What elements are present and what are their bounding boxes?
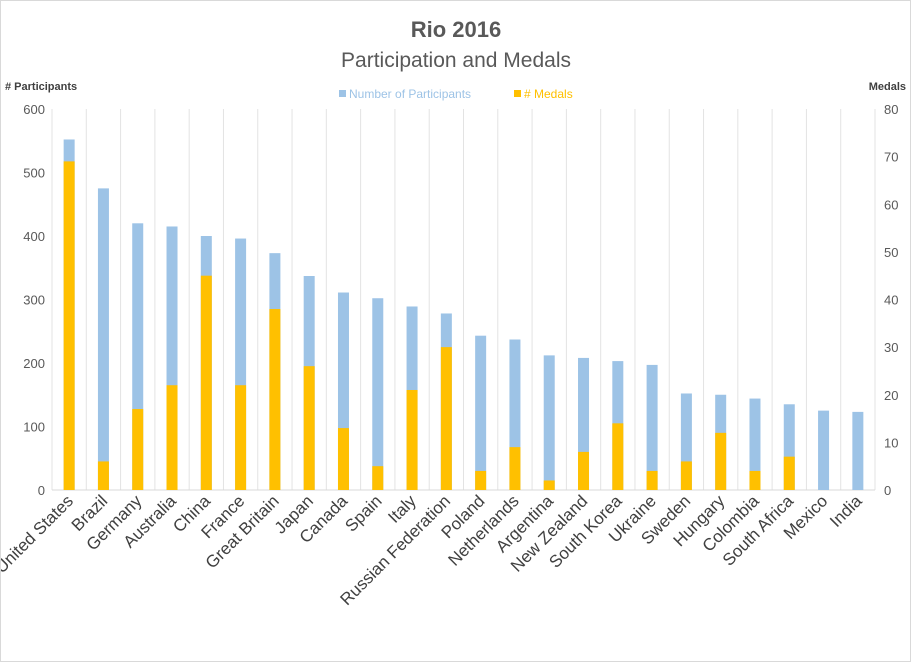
bar-medals — [303, 366, 315, 490]
right-tick-label: 80 — [884, 102, 898, 117]
bar-medals — [509, 447, 521, 490]
right-tick-label: 20 — [884, 388, 898, 403]
bar-participants — [166, 226, 178, 490]
bar-medals — [372, 466, 384, 490]
bar-participants — [578, 357, 590, 490]
bar-medals — [337, 428, 349, 490]
bar-participants — [337, 292, 349, 490]
left-tick-label: 500 — [23, 166, 45, 181]
category-label: Spain — [341, 491, 385, 535]
left-tick-label: 400 — [23, 229, 45, 244]
left-axis-title: # Participants — [5, 81, 77, 93]
bar-medals — [200, 275, 212, 490]
bar-medals — [783, 456, 795, 490]
left-tick-label: 0 — [38, 483, 45, 498]
bar-medals — [475, 470, 487, 490]
bar-participants — [543, 355, 555, 490]
bar-medals — [680, 461, 692, 490]
chart-title: Rio 2016 — [411, 17, 502, 42]
bar-medals — [440, 347, 452, 490]
legend-swatch-medals — [514, 90, 521, 97]
left-axis-ticks: 0 100 200 300 400 500 600 — [23, 102, 45, 498]
bar-medals — [406, 389, 418, 490]
left-tick-label: 100 — [23, 420, 45, 435]
right-tick-label: 30 — [884, 340, 898, 355]
category-label: India — [826, 491, 866, 531]
bar-medals — [578, 451, 590, 490]
bar-participants — [475, 335, 487, 490]
left-tick-label: 600 — [23, 102, 45, 117]
bar-medals — [543, 480, 555, 490]
gridlines — [51, 109, 876, 491]
bar-medals — [132, 409, 144, 490]
bar-participants — [749, 398, 761, 490]
legend-swatch-participants — [339, 90, 346, 97]
bar-participants — [97, 188, 109, 490]
right-axis-ticks: 0 10 20 30 40 50 60 70 80 — [884, 102, 898, 498]
bar-medals — [715, 432, 727, 490]
category-label: United States — [1, 491, 77, 577]
right-tick-label: 0 — [884, 483, 891, 498]
bar-participants — [132, 223, 144, 491]
bar-participants — [372, 298, 384, 490]
legend-label-participants: Number of Participants — [349, 87, 471, 101]
bar-medals — [166, 385, 178, 490]
bar-medals — [269, 309, 281, 490]
right-tick-label: 50 — [884, 245, 898, 260]
bar-medals — [646, 470, 658, 490]
bars — [63, 139, 864, 491]
category-labels: United StatesBrazilGermanyAustraliaChina… — [1, 491, 866, 609]
bar-medals — [612, 423, 624, 490]
bar-medals — [235, 385, 247, 490]
right-tick-label: 40 — [884, 293, 898, 308]
right-tick-label: 70 — [884, 150, 898, 165]
bar-medals — [63, 161, 75, 490]
bar-participants — [818, 410, 830, 490]
bar-medals — [97, 461, 109, 490]
bar-participants — [852, 411, 864, 490]
bar-participants — [235, 238, 247, 490]
bar-participants — [509, 339, 521, 490]
legend: Number of Participants # Medals — [339, 87, 573, 101]
legend-label-medals: # Medals — [524, 87, 573, 101]
bar-medals — [749, 470, 761, 490]
right-axis-title: Medals — [869, 81, 906, 93]
bar-participants — [680, 393, 692, 490]
left-tick-label: 200 — [23, 356, 45, 371]
right-tick-label: 10 — [884, 435, 898, 450]
right-tick-label: 60 — [884, 197, 898, 212]
bar-participants — [646, 364, 658, 490]
chart-subtitle: Participation and Medals — [341, 49, 571, 72]
left-tick-label: 300 — [23, 293, 45, 308]
bar-participants — [783, 404, 795, 490]
